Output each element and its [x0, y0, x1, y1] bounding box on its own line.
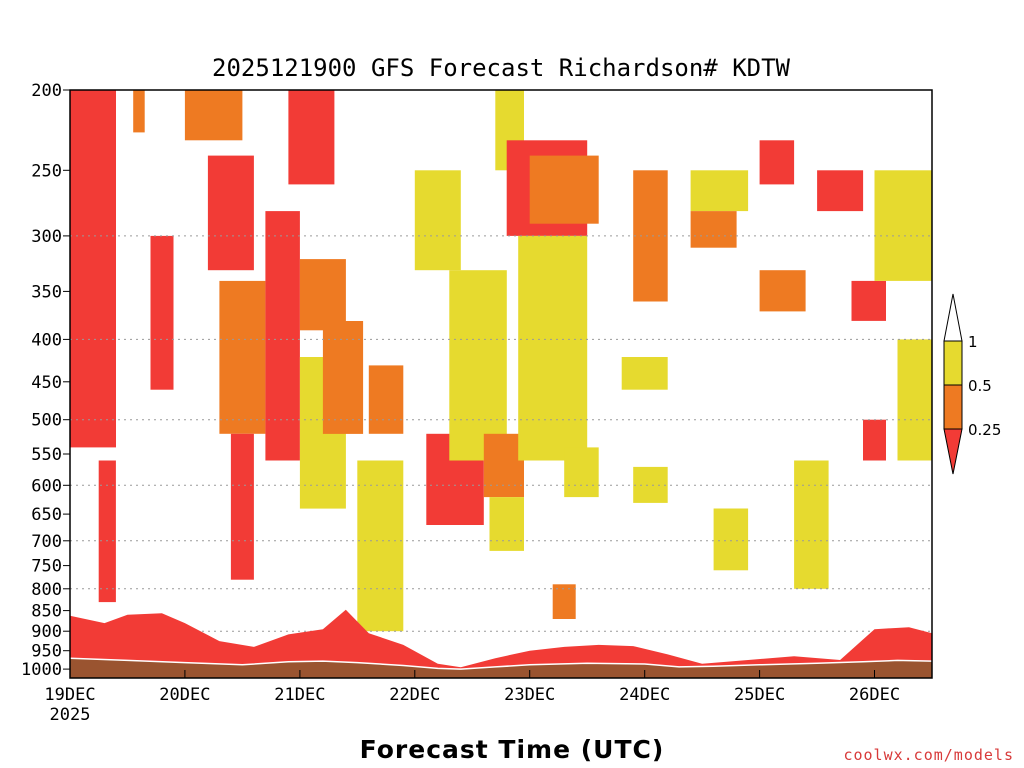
y-tick-label: 550 [31, 445, 62, 465]
plot-frame [69, 89, 933, 679]
ri-patch [690, 170, 749, 212]
ri-patch [207, 155, 254, 271]
ri-patch [357, 460, 404, 632]
credit-text: coolwx.com/models [843, 746, 1014, 764]
ri-patch [529, 155, 599, 224]
ri-patch [713, 508, 749, 571]
y-tick-label: 900 [31, 622, 62, 642]
colorbar: 0.25 0.5 1 [943, 293, 1001, 475]
x-tick-label: 24DEC [619, 685, 670, 705]
ri-patch [564, 447, 599, 498]
plot-area [70, 90, 932, 678]
ri-patch [863, 419, 886, 461]
y-tick-label: 400 [31, 330, 62, 350]
y-tick-label: 850 [31, 602, 62, 622]
ri-patch [322, 321, 364, 434]
ri-patch [897, 339, 932, 461]
x-tick-label: 26DEC [849, 685, 900, 705]
colorbar-bin [943, 384, 963, 430]
ri-patch [414, 170, 461, 271]
ri-patch [621, 357, 668, 390]
ri-patch [874, 170, 932, 281]
surface-layers [70, 609, 932, 678]
x-tick-label: 23DEC [504, 685, 555, 705]
ri-patch [817, 170, 864, 212]
chart-title: 2025121900 GFS Forecast Richardson# KDTW [212, 54, 791, 82]
ri-patch [633, 170, 668, 302]
colorbar-level-label: 1 [968, 333, 978, 351]
ri-patch [759, 140, 795, 185]
ri-patch [483, 433, 524, 498]
ri-patch [449, 270, 507, 461]
ri-patch [230, 433, 254, 580]
colorbar-bin [943, 340, 963, 386]
y-tick-label: 800 [31, 580, 62, 600]
x-tick-label: 22DEC [389, 685, 440, 705]
richardson-patches [70, 90, 932, 632]
ri-patch [851, 280, 886, 321]
y-tick-label: 350 [31, 282, 62, 302]
y-tick-label: 300 [31, 227, 62, 247]
ri-patch [633, 466, 668, 503]
ri-patch [184, 90, 243, 141]
y-axis-ticks: 200 250 300 350 400 450 500 550 600 650 700 750 8008… [21, 81, 70, 680]
surface-line [70, 657, 932, 670]
y-tick-label: 650 [31, 505, 62, 525]
y-tick-label: 1000 [21, 660, 62, 680]
y-tick-label: 700 [31, 532, 62, 552]
x-tick-sublabel: 2025 [50, 705, 91, 725]
ri-patch [219, 280, 266, 434]
y-tick-label: 950 [31, 642, 62, 662]
y-tick-label: 500 [31, 411, 62, 431]
ri-patch [690, 211, 737, 248]
ri-patch [299, 259, 346, 331]
ri-patch [133, 90, 145, 133]
ri-patch [552, 584, 576, 619]
colorbar-level-label: 0.25 [968, 421, 1001, 439]
y-tick-label: 450 [31, 373, 62, 393]
ri-patch [794, 460, 829, 589]
ri-patch [265, 211, 300, 461]
y-tick-label: 750 [31, 557, 62, 577]
ri-patch [368, 365, 404, 434]
x-axis-label: Forecast Time (UTC) [360, 735, 665, 764]
boundary-layer-band [70, 609, 932, 670]
ri-patch [518, 235, 588, 461]
colorbar-level-label: 0.5 [968, 377, 992, 395]
x-tick-label: 20DEC [159, 685, 210, 705]
ri-patch [70, 90, 116, 448]
x-tick-label: 19DEC [44, 685, 95, 705]
y-tick-label: 600 [31, 476, 62, 496]
ri-patch [759, 270, 806, 312]
ri-patch [98, 460, 116, 603]
ground-fill [70, 658, 932, 678]
colorbar-bottom-arrow [943, 428, 963, 475]
y-tick-label: 200 [31, 81, 62, 101]
x-tick-label: 21DEC [274, 685, 325, 705]
ri-patch [288, 90, 335, 185]
ri-patch [150, 235, 174, 390]
y-tick-label: 250 [31, 161, 62, 181]
ri-patch [489, 497, 524, 551]
x-tick-label: 25DEC [734, 685, 785, 705]
